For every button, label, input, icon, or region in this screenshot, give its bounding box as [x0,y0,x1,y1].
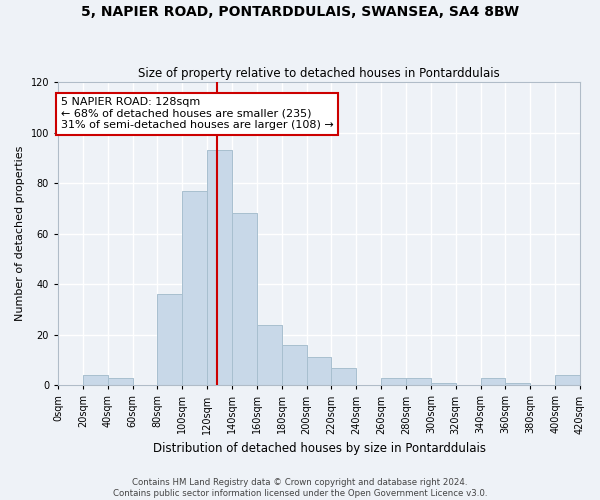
Bar [207,150,232,386]
Bar [555,375,580,386]
Bar [431,382,456,386]
Text: Contains HM Land Registry data © Crown copyright and database right 2024.
Contai: Contains HM Land Registry data © Crown c… [113,478,487,498]
Bar [331,368,356,386]
X-axis label: Distribution of detached houses by size in Pontarddulais: Distribution of detached houses by size … [152,442,485,455]
Title: Size of property relative to detached houses in Pontarddulais: Size of property relative to detached ho… [138,66,500,80]
Bar [108,378,133,386]
Bar [83,375,108,386]
Y-axis label: Number of detached properties: Number of detached properties [15,146,25,322]
Bar [282,345,307,386]
Text: 5, NAPIER ROAD, PONTARDDULAIS, SWANSEA, SA4 8BW: 5, NAPIER ROAD, PONTARDDULAIS, SWANSEA, … [81,5,519,19]
Bar [157,294,182,386]
Bar [406,378,431,386]
Bar [381,378,406,386]
Bar [481,378,505,386]
Bar [257,324,282,386]
Bar [505,382,530,386]
Bar [307,358,331,386]
Bar [232,214,257,386]
Bar [182,190,207,386]
Text: 5 NAPIER ROAD: 128sqm
← 68% of detached houses are smaller (235)
31% of semi-det: 5 NAPIER ROAD: 128sqm ← 68% of detached … [61,97,334,130]
